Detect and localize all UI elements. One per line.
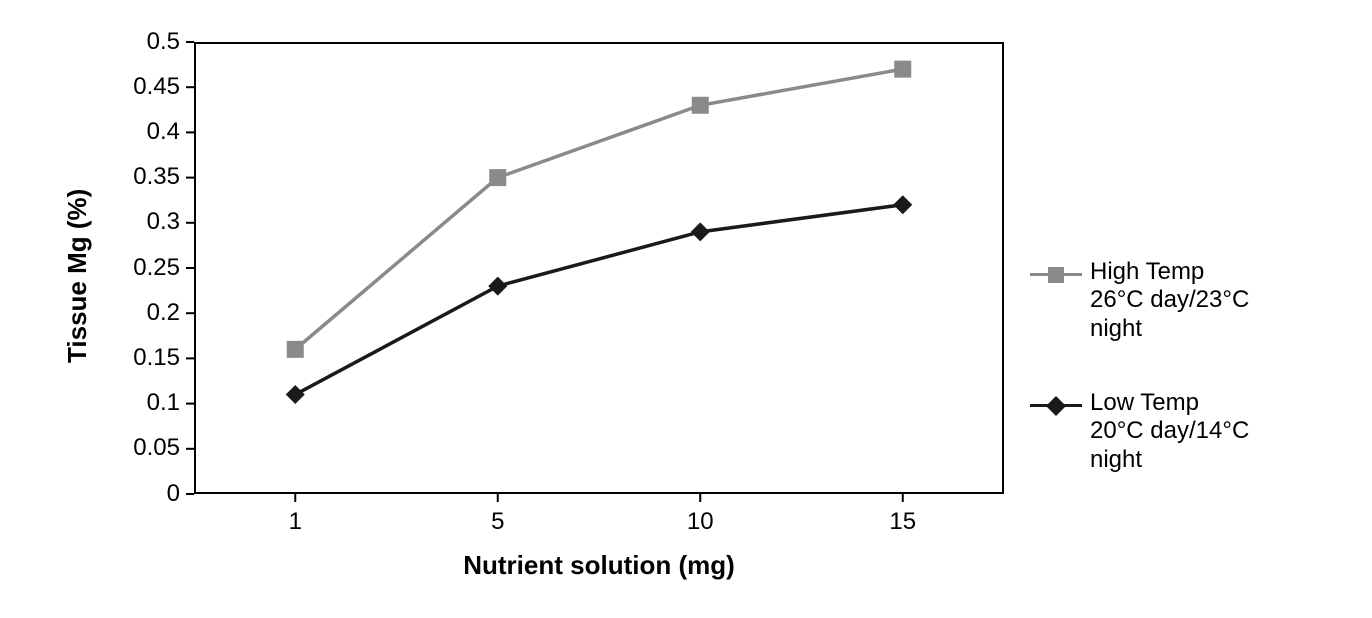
series-marker: [286, 385, 305, 404]
series-marker: [488, 277, 507, 296]
y-tick-label: 0.25: [133, 254, 180, 282]
series-marker: [287, 341, 304, 358]
y-axis-title: Tissue Mg (%): [62, 188, 93, 362]
y-tick-label: 0.5: [147, 28, 180, 56]
series-marker: [894, 61, 911, 78]
y-tick-label: 0: [167, 480, 180, 508]
y-tick-label: 0.4: [147, 118, 180, 146]
series-line: [295, 69, 903, 349]
legend-swatch: [1030, 264, 1082, 284]
y-tick-label: 0.45: [133, 73, 180, 101]
series-marker: [691, 222, 710, 241]
chart-container: Tissue Mg (%) Nutrient solution (mg) Hig…: [0, 0, 1372, 618]
y-tick-label: 0.1: [147, 389, 180, 417]
legend-entry: Low Temp20°C day/14°Cnight: [1030, 389, 1249, 474]
legend: High Temp26°C day/23°Cnight Low Temp20°C …: [1030, 258, 1249, 520]
legend-label: High Temp26°C day/23°Cnight: [1090, 258, 1249, 343]
y-tick-label: 0.2: [147, 299, 180, 327]
series-line: [295, 205, 903, 395]
legend-swatch: [1030, 395, 1082, 415]
x-tick-label: 10: [687, 508, 714, 536]
y-tick-label: 0.35: [133, 163, 180, 191]
y-tick-label: 0.05: [133, 434, 180, 462]
legend-entry: High Temp26°C day/23°Cnight: [1030, 258, 1249, 343]
series-marker: [692, 97, 709, 114]
series-marker: [489, 169, 506, 186]
x-tick-label: 5: [491, 508, 504, 536]
series-marker: [893, 195, 912, 214]
x-axis-title: Nutrient solution (mg): [463, 550, 735, 581]
legend-label: Low Temp20°C day/14°Cnight: [1090, 389, 1249, 474]
x-tick-label: 15: [889, 508, 916, 536]
x-tick-label: 1: [289, 508, 302, 536]
y-tick-label: 0.15: [133, 344, 180, 372]
y-tick-label: 0.3: [147, 208, 180, 236]
